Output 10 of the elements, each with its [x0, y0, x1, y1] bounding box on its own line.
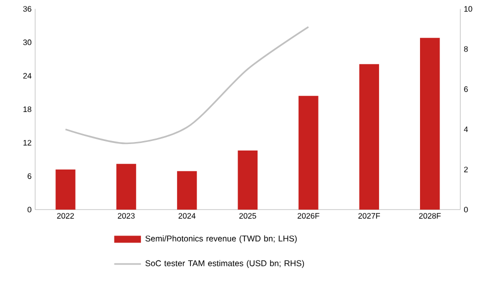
legend-label: Semi/Photonics revenue (TWD bn; LHS) [145, 236, 297, 244]
line-series [64, 26, 310, 144]
bar [298, 96, 318, 210]
bar [420, 38, 440, 210]
legend-label: SoC tester TAM estimates (USD bn; RHS) [145, 260, 304, 268]
bar [359, 64, 380, 210]
bar [177, 171, 197, 210]
bar [238, 150, 258, 210]
bar [56, 170, 76, 210]
bar [116, 164, 136, 210]
